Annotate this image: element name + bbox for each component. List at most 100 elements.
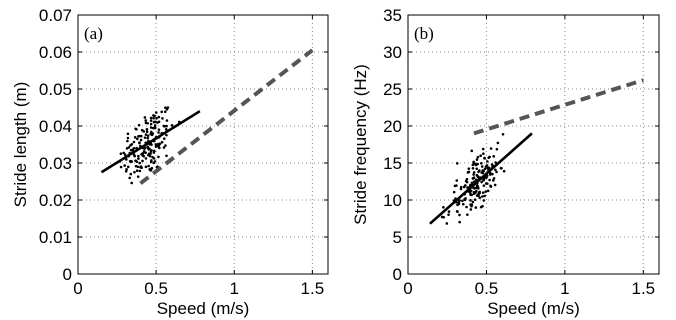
data-point [144,165,148,169]
y-tick-label: 25 [383,80,402,99]
data-point [162,137,166,140]
data-point [146,146,149,150]
data-point [469,199,472,202]
data-point [475,167,479,171]
x-tick-label: 1.5 [301,279,325,298]
x-tick-label: 0.5 [144,279,168,298]
data-point [474,178,478,182]
data-point [484,165,488,168]
data-point [164,106,167,109]
data-point [475,189,478,193]
data-point [147,152,151,156]
data-point [149,122,153,126]
data-point [457,201,461,204]
data-point [152,116,155,120]
data-point [453,184,457,188]
data-point [126,139,129,143]
data-point [141,159,144,163]
data-point [494,168,497,172]
data-point [144,157,148,160]
data-point [160,110,164,114]
chart-panel-2: 0 0.5 1 1.5 0 5 10 15 20 25 30 35 Speed (m/s) Stride … [351,6,660,318]
data-point [152,120,156,124]
x-tick-label: 1 [560,279,569,298]
data-point [455,210,459,213]
data-point [469,208,473,211]
data-point [161,117,164,120]
data-point [133,170,136,174]
data-point [464,184,467,187]
data-point [476,175,480,179]
data-point [132,153,136,156]
data-point [149,116,153,120]
data-point [477,187,480,190]
data-point [142,154,145,158]
data-point [483,167,487,171]
data-point [479,154,482,158]
data-point [440,215,444,219]
data-point [119,152,123,155]
data-point [484,182,488,185]
data-point [122,151,125,155]
data-point [144,133,148,136]
data-point [157,120,161,124]
data-point [143,136,147,139]
panel-label: (a) [84,24,103,43]
data-point [152,151,156,154]
data-point [162,146,166,149]
data-point [464,179,468,183]
data-point [129,172,133,176]
data-point [153,124,157,127]
data-point [134,164,138,168]
data-point [165,124,168,128]
regression-line [100,110,201,174]
y-tick-label: 0.02 [39,191,72,210]
data-point [488,173,492,176]
x-tick-label: 1 [230,279,239,298]
data-point [149,169,152,172]
data-point [135,137,139,141]
data-point [149,119,153,122]
data-point [152,114,155,117]
data-point [158,146,161,150]
y-tick-label: 0.04 [39,117,72,136]
y-tick-label: 5 [393,228,402,247]
data-point [126,132,130,136]
data-point [133,136,137,139]
data-point [160,140,164,144]
data-point [469,192,472,196]
data-point [138,141,141,145]
y-tick-label: 0 [63,265,72,284]
plot-frame [77,14,329,275]
data-point [467,170,471,174]
data-point [152,157,156,160]
data-point [157,144,161,148]
data-point [477,194,480,197]
data-point [478,196,482,199]
data-point [467,167,471,170]
data-point [490,163,494,166]
x-tick-label: 0 [403,279,412,298]
data-point [126,136,130,140]
data-point [465,205,468,209]
data-point [482,178,485,182]
dashed-trend-line [473,78,644,136]
data-point [142,130,146,133]
data-point [482,152,485,156]
x-tick-label: 0 [73,279,82,298]
data-point [486,160,489,163]
data-point [447,210,451,213]
y-tick-label: 0.03 [39,154,72,173]
chart-panel-1: 0 0.5 1 1.5 0 0.01 0.02 0.03 0.04 0.05 0.06 0.07 Spe… [11,6,329,318]
data-point [128,176,131,180]
data-point [471,200,475,204]
data-point [146,121,149,125]
data-point [481,147,485,151]
data-point [153,126,157,130]
data-point [119,165,123,169]
data-point [482,184,486,187]
data-point [149,160,153,164]
data-point [145,128,149,131]
data-point [132,140,136,144]
